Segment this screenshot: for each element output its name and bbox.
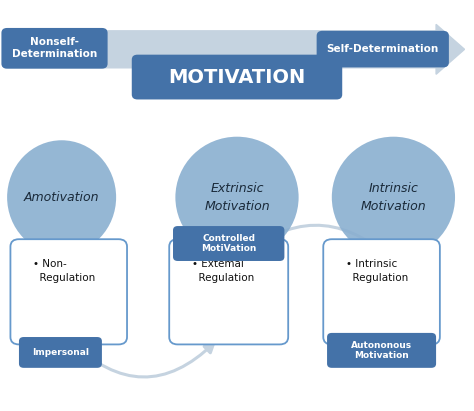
Text: Amotivation: Amotivation (24, 191, 100, 204)
Ellipse shape (175, 137, 299, 258)
Text: Intrinsic
Motivation: Intrinsic Motivation (361, 182, 426, 213)
Ellipse shape (7, 140, 116, 254)
FancyBboxPatch shape (19, 337, 102, 368)
FancyBboxPatch shape (317, 31, 449, 67)
Ellipse shape (332, 137, 455, 258)
FancyBboxPatch shape (1, 28, 108, 69)
FancyBboxPatch shape (173, 226, 284, 261)
FancyBboxPatch shape (10, 239, 127, 344)
FancyBboxPatch shape (327, 333, 436, 368)
Text: Self-Determination: Self-Determination (327, 44, 439, 54)
FancyBboxPatch shape (169, 239, 288, 344)
Text: Extrinsic
Motivation: Extrinsic Motivation (204, 182, 270, 213)
FancyBboxPatch shape (323, 239, 440, 344)
Text: Autononous
Motivation: Autononous Motivation (351, 341, 412, 360)
Text: • Intrinsic
  Regulation: • Intrinsic Regulation (346, 259, 408, 283)
Text: • Non-
  Regulation: • Non- Regulation (33, 259, 95, 283)
Text: Nonself-
Determination: Nonself- Determination (12, 37, 97, 59)
Text: Impersonal: Impersonal (32, 348, 89, 357)
FancyBboxPatch shape (132, 55, 342, 99)
Text: Controlled
MotiVation: Controlled MotiVation (201, 234, 256, 253)
Text: MOTIVATION: MOTIVATION (168, 67, 306, 87)
FancyArrow shape (5, 24, 465, 74)
Text: • Extemal
  Regulation: • Extemal Regulation (192, 259, 254, 283)
